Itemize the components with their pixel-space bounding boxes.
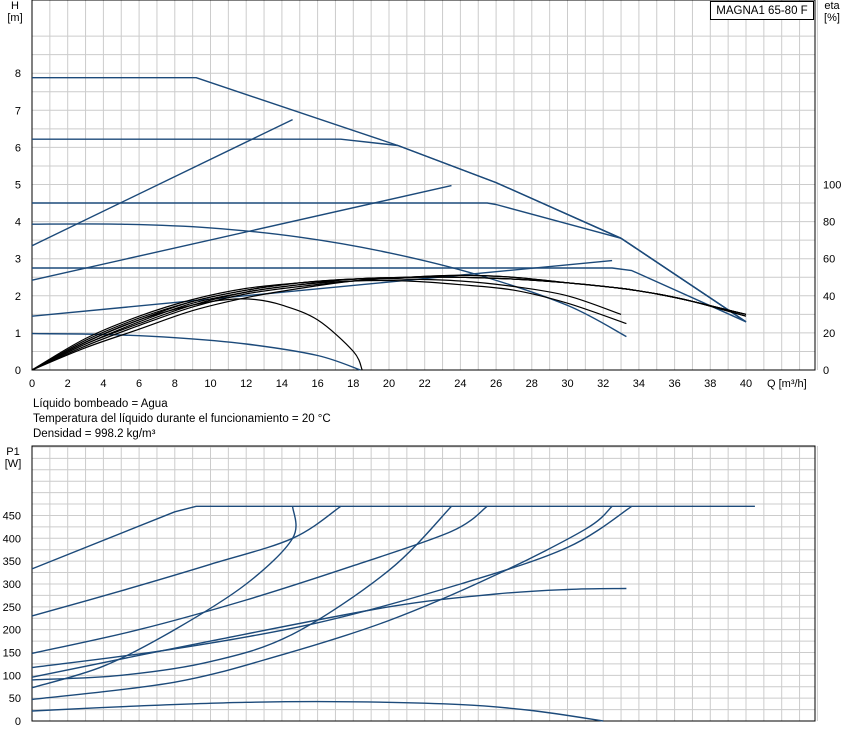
- p1-tick-label-0: 0: [15, 716, 21, 728]
- x-tick-label-10: 10: [204, 378, 216, 390]
- p1-tick-label-150: 150: [3, 647, 21, 659]
- eta-curve-4: [31, 274, 747, 371]
- x-tick-label-20: 20: [383, 378, 395, 390]
- h-axis-label-line-0: H: [11, 0, 19, 12]
- head-curve-7: [31, 184, 452, 281]
- x-tick-label-26: 26: [490, 378, 502, 390]
- x-tick-label-16: 16: [311, 378, 323, 390]
- h-tick-label-5: 5: [15, 180, 21, 192]
- pump-model-label: MAGNA1 65-80 F: [710, 1, 814, 20]
- liquid-note: Líquido bombeado = Agua: [33, 398, 168, 410]
- power-curve-2: [31, 505, 488, 655]
- temperature-note: Temperatura del líquido durante el funci…: [33, 413, 331, 425]
- h-tick-label-3: 3: [15, 254, 21, 266]
- eta-curve-6: [31, 279, 627, 371]
- power-curve-3: [31, 505, 633, 669]
- h-tick-label-2: 2: [15, 291, 21, 303]
- h-tick-label-1: 1: [15, 328, 21, 340]
- x-tick-label-38: 38: [704, 378, 716, 390]
- x-tick-label-4: 4: [100, 378, 106, 390]
- h-tick-label-6: 6: [15, 142, 21, 154]
- power-curve-1: [31, 505, 342, 617]
- eta-axis-label-line-1: [%]: [824, 12, 840, 24]
- x-tick-label-6: 6: [136, 378, 142, 390]
- x-axis-label: Q [m³/h]: [767, 378, 807, 390]
- x-tick-label-32: 32: [597, 378, 609, 390]
- eta-tick-label-40: 40: [823, 291, 835, 303]
- x-tick-label-18: 18: [347, 378, 359, 390]
- head-curve-2: [32, 202, 747, 323]
- power-curve-0: [31, 505, 755, 570]
- power-curve-6: [31, 505, 613, 701]
- p1-axis-label-line-1: [W]: [5, 458, 22, 470]
- h-tick-label-4: 4: [15, 217, 21, 229]
- p1-tick-label-350: 350: [3, 556, 21, 568]
- x-tick-label-30: 30: [561, 378, 573, 390]
- power-curve-8: [31, 700, 604, 722]
- x-tick-label-36: 36: [668, 378, 680, 390]
- top-plot-frame: [31, 0, 816, 371]
- head-curve-3: [32, 267, 747, 323]
- x-tick-label-8: 8: [172, 378, 178, 390]
- h-tick-label-0: 0: [15, 365, 21, 377]
- p1-tick-label-400: 400: [3, 533, 21, 545]
- p1-tick-label-450: 450: [3, 510, 21, 522]
- head-curve-6: [31, 118, 293, 247]
- eta-tick-label-20: 20: [823, 328, 835, 340]
- x-tick-label-2: 2: [65, 378, 71, 390]
- x-tick-label-24: 24: [454, 378, 466, 390]
- power-curve-5: [31, 506, 297, 689]
- x-tick-label-12: 12: [240, 378, 252, 390]
- eta-tick-label-0: 0: [823, 365, 829, 377]
- p1-tick-label-250: 250: [3, 602, 21, 614]
- p1-tick-label-200: 200: [3, 625, 21, 637]
- h-tick-label-8: 8: [15, 68, 21, 80]
- power-curve-7: [31, 587, 627, 678]
- p1-tick-label-300: 300: [3, 579, 21, 591]
- p1-axis-label-line-0: P1: [6, 446, 19, 458]
- x-tick-label-22: 22: [419, 378, 431, 390]
- x-tick-label-28: 28: [526, 378, 538, 390]
- head-curve-8: [31, 259, 613, 317]
- eta-tick-label-60: 60: [823, 254, 835, 266]
- x-tick-label-34: 34: [633, 378, 645, 390]
- eta-tick-label-100: 100: [823, 180, 841, 192]
- bottom-plot-frame: [31, 445, 816, 722]
- p1-tick-label-100: 100: [3, 670, 21, 682]
- h-tick-label-7: 7: [15, 105, 21, 117]
- eta-curve-7: [31, 298, 363, 371]
- eta-tick-label-80: 80: [823, 217, 835, 229]
- eta-axis-label-line-0: eta: [824, 0, 840, 12]
- x-tick-label-40: 40: [740, 378, 752, 390]
- x-tick-label-14: 14: [276, 378, 288, 390]
- x-tick-label-0: 0: [29, 378, 35, 390]
- p1-tick-label-50: 50: [9, 693, 21, 705]
- h-axis-label-line-1: [m]: [7, 12, 22, 24]
- density-note: Densidad = 998.2 kg/m³: [33, 428, 156, 440]
- power-curve-4: [31, 505, 453, 681]
